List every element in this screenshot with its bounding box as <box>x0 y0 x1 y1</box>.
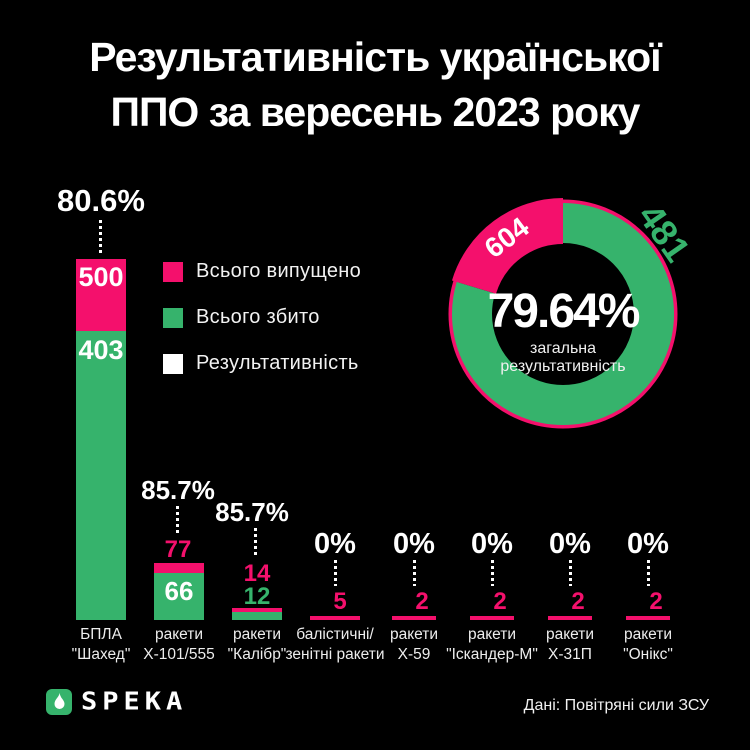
bar3-kalibr <box>232 608 282 620</box>
bar2-shotdown-value: 66 <box>164 576 194 606</box>
donut-chart <box>433 184 693 444</box>
bar7-category-label: ракети Х-31П <box>545 626 595 664</box>
legend-label: Результативність <box>196 352 359 374</box>
bar3-shotdown-value: 12 <box>243 583 271 610</box>
donut-svg <box>447 198 679 430</box>
bar1-dotted-line <box>99 220 102 256</box>
bar8-percent: 0% <box>627 528 669 560</box>
bar6-dotted-line <box>491 560 494 586</box>
bar6-launched-value: 2 <box>493 588 507 615</box>
bar3-green-fill <box>232 612 282 620</box>
bar4-percent: 0% <box>314 528 356 560</box>
bar3-percent: 85.7% <box>215 497 289 527</box>
bar3-dotted-line <box>254 528 257 558</box>
bar5-category-label: ракети Х-59 <box>389 626 439 664</box>
bar8-launched-value: 2 <box>649 588 663 615</box>
bar5-percent: 0% <box>393 528 435 560</box>
flame-icon <box>46 688 72 715</box>
bar4-dotted-line <box>334 560 337 586</box>
bar4-category-label: балістичні/ зенітні ракети <box>285 626 385 664</box>
bar5-launched-value: 2 <box>415 588 429 615</box>
brand-logo: SPEKA <box>46 686 187 717</box>
bar6-percent: 0% <box>471 528 513 560</box>
bar5-x59 <box>392 616 436 620</box>
page-title-line1: Результативність української <box>89 34 661 80</box>
legend-label: Всього випущено <box>196 260 362 282</box>
donut-overall-percent: 79.64% <box>487 285 641 338</box>
bar4-launched-value: 5 <box>333 588 347 615</box>
bar8-dotted-line <box>647 560 650 586</box>
bar7-x31p <box>548 616 592 620</box>
legend-swatch-white <box>163 353 183 374</box>
bar1-percent: 80.6% <box>57 183 145 218</box>
bar3-category-label: ракети "Калібр" <box>227 626 287 664</box>
page-title: Результативність української ППО за вере… <box>0 30 750 140</box>
bar1-category-label: БПЛА "Шахед" <box>71 626 131 664</box>
bar7-percent: 0% <box>549 528 591 560</box>
bar2-green-fill <box>154 573 204 620</box>
bar7-dotted-line <box>569 560 572 586</box>
bar1-shahed: 500 403 <box>76 259 126 620</box>
bar3-launched-value: 14 <box>243 560 271 587</box>
legend: Всього випущено Всього збито Результатив… <box>163 260 361 375</box>
bar2-category-label: ракети Х-101/555 <box>143 626 215 664</box>
bar2-launched-value: 77 <box>164 536 192 563</box>
bar7-launched-value: 2 <box>571 588 585 615</box>
page-title-line2: ППО за вересень 2023 року <box>110 89 640 135</box>
legend-label: Всього збито <box>196 306 320 328</box>
bar6-category-label: ракети "Іскандер-М" <box>446 626 538 664</box>
bar8-category-label: ракети "Онікс" <box>623 626 673 664</box>
bar5-dotted-line <box>413 560 416 586</box>
bar6-iskander <box>470 616 514 620</box>
bar1-shotdown-value: 403 <box>78 335 124 365</box>
legend-item-shotdown: Всього збито <box>163 306 361 329</box>
legend-swatch-pink <box>163 261 183 282</box>
legend-swatch-green <box>163 307 183 328</box>
data-source: Дані: Повітряні сили ЗСУ <box>523 697 709 714</box>
donut-caption-line2: результативність <box>500 358 626 375</box>
donut-caption-line1: загальна <box>529 340 597 357</box>
bar2-dotted-line <box>176 506 179 534</box>
bar2-percent: 85.7% <box>141 475 215 505</box>
legend-item-launched: Всього випущено <box>163 260 361 283</box>
bar4-ballistic <box>310 616 360 620</box>
bar1-launched-value: 500 <box>78 262 124 292</box>
brand-name: SPEKA <box>81 687 188 716</box>
bar8-oniks <box>626 616 670 620</box>
bar2-x101: 66 <box>154 563 204 620</box>
legend-item-effectiveness: Результативність <box>163 352 361 375</box>
bar1-green-fill <box>76 331 126 620</box>
donut-pink-arc <box>447 198 679 430</box>
